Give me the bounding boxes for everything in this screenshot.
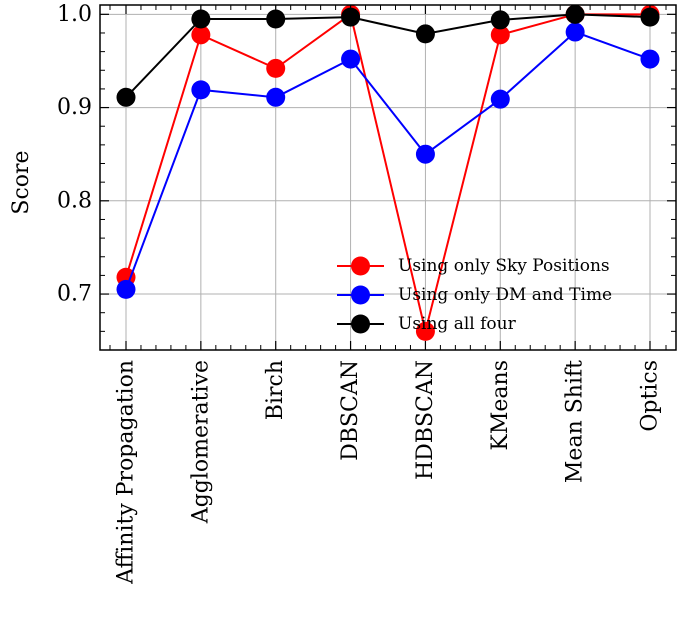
x-tick-label: Agglomerative xyxy=(188,360,213,524)
data-point xyxy=(565,22,585,42)
data-point xyxy=(490,10,510,30)
series-line xyxy=(125,30,651,290)
x-tick-label: KMeans xyxy=(488,360,513,451)
axis-ticks xyxy=(100,5,676,351)
data-point xyxy=(266,58,286,78)
series-layer xyxy=(116,4,660,341)
x-tick-label: HDBSCAN xyxy=(413,360,438,480)
data-point xyxy=(415,321,435,341)
y-tick-label: 0.9 xyxy=(57,95,92,120)
legend-item: Using only DM and Time xyxy=(337,285,612,305)
data-point xyxy=(640,7,660,27)
tick-labels: Affinity Propagation Agglomerative Birch DB… xyxy=(57,2,663,585)
legend-item: Using all four xyxy=(337,314,517,334)
data-point xyxy=(266,87,286,107)
legend-marker xyxy=(351,285,370,305)
y-tick-label: 0.7 xyxy=(57,282,92,307)
data-point xyxy=(415,24,435,44)
data-point xyxy=(490,89,510,109)
x-tick-label: Optics xyxy=(638,360,663,432)
data-point xyxy=(116,279,136,299)
legend-item: Using only Sky Positions xyxy=(337,256,610,276)
x-tick-label: DBSCAN xyxy=(338,360,363,461)
data-point xyxy=(266,9,286,29)
series-1 xyxy=(116,22,660,299)
legend-marker xyxy=(351,314,370,334)
y-axis-label: Score xyxy=(9,150,34,214)
data-point xyxy=(640,49,660,69)
series-line xyxy=(125,13,651,99)
legend-label: Using all four xyxy=(398,314,517,334)
legend-label: Using only Sky Positions xyxy=(398,256,610,276)
x-tick-label: Birch xyxy=(263,360,288,420)
data-point xyxy=(490,25,510,45)
data-point xyxy=(116,87,136,107)
data-point xyxy=(191,9,211,29)
data-point xyxy=(341,49,361,69)
data-point xyxy=(191,25,211,45)
legend: Using only Sky Positions Using only DM an… xyxy=(337,256,612,334)
plot-frame xyxy=(99,4,677,351)
series-2 xyxy=(116,4,660,107)
x-tick-label: Affinity Propagation xyxy=(114,360,139,585)
data-point xyxy=(565,4,585,24)
x-tick-label: Mean Shift xyxy=(563,360,588,483)
series-line xyxy=(125,12,650,332)
legend-marker xyxy=(351,256,370,276)
y-tick-label: 1.0 xyxy=(57,2,92,27)
legend-label: Using only DM and Time xyxy=(398,285,612,305)
y-tick-label: 0.8 xyxy=(57,188,92,213)
data-point xyxy=(191,80,211,100)
data-point xyxy=(415,144,435,164)
data-point xyxy=(341,7,361,27)
